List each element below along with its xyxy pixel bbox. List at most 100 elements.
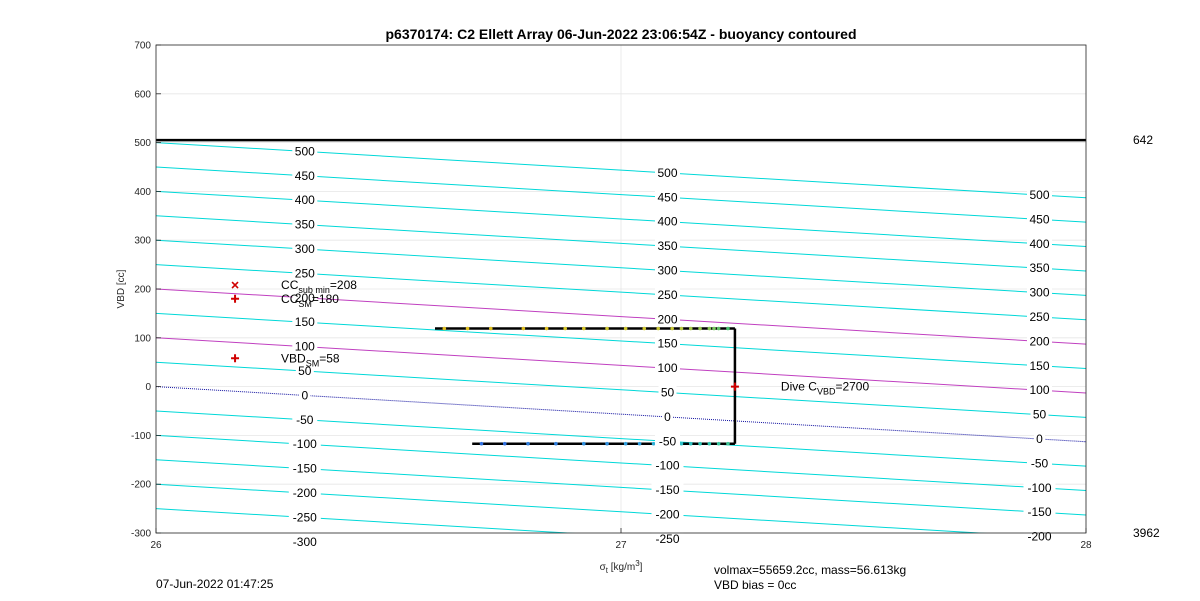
contour-label-bg xyxy=(1034,431,1045,445)
profile-point-upper xyxy=(605,326,609,331)
contour-label: -100 xyxy=(293,437,317,451)
contour-label-bg xyxy=(1023,480,1056,494)
contour-label: -250 xyxy=(655,532,679,546)
contour-label: -150 xyxy=(293,462,317,476)
profile-point-lower xyxy=(679,441,684,446)
contour-label: -250 xyxy=(293,510,317,524)
contour-label-bg xyxy=(288,486,321,500)
contour-label-bg xyxy=(292,242,318,256)
contour-label-bg xyxy=(292,193,318,207)
contour-label-bg xyxy=(1027,261,1052,275)
contour-label-bg xyxy=(1027,309,1052,323)
contour-label-bg xyxy=(1027,187,1052,201)
contour-label: 100 xyxy=(657,361,677,375)
contour-label: 0 xyxy=(1036,432,1043,446)
profile-point-lower xyxy=(623,441,628,446)
x-axis-label-sup: 3 xyxy=(635,559,640,568)
contour-label-bg xyxy=(1027,456,1052,470)
profile-point-lower xyxy=(698,441,702,446)
contour-label: -200 xyxy=(655,508,679,522)
contour-label-bg xyxy=(655,312,680,326)
marker-x xyxy=(231,281,239,289)
profile-point-lower xyxy=(605,441,609,446)
profile-point-upper xyxy=(726,326,730,331)
contour-label-bg xyxy=(655,263,680,277)
contour-label-bg xyxy=(1030,407,1049,421)
contour-label-bg xyxy=(1027,212,1052,226)
y-tick-label: 600 xyxy=(134,89,151,100)
contour-label-bg xyxy=(655,287,680,301)
profile-point-upper xyxy=(544,326,549,331)
contour-label: 50 xyxy=(298,364,312,378)
chart-title: p6370174: C2 Ellett Array 06-Jun-2022 23… xyxy=(386,26,857,42)
profile-point-upper xyxy=(656,326,660,331)
y-tick-label: 400 xyxy=(134,187,151,198)
contour-label: 400 xyxy=(295,193,315,207)
contour-label-bg xyxy=(662,409,673,423)
contour-label: -150 xyxy=(1027,505,1051,519)
footer-bias: VBD bias = 0cc xyxy=(714,578,797,592)
y-tick-label: 200 xyxy=(134,285,151,296)
contour-label: 250 xyxy=(295,266,315,280)
x-axis-label-symbol: σ xyxy=(600,562,607,573)
contour-label-bg xyxy=(292,290,318,304)
contour-label-bg xyxy=(655,336,680,350)
profile-point-upper xyxy=(688,326,693,331)
contour-label: -50 xyxy=(296,413,314,427)
marker-plus xyxy=(231,354,240,363)
contour-label: 150 xyxy=(657,337,677,351)
contour-label-bg xyxy=(292,168,318,182)
contour-label: 0 xyxy=(664,410,671,424)
profile-point-lower xyxy=(502,441,507,446)
contour-label-bg xyxy=(288,461,321,475)
footer-date: 07-Jun-2022 01:47:25 xyxy=(156,577,274,591)
profile-point-upper xyxy=(707,326,712,331)
contour-label-bg xyxy=(655,361,680,375)
contour-label: 450 xyxy=(1029,212,1049,226)
contour-label: -50 xyxy=(659,434,677,448)
y-tick-label: -300 xyxy=(131,529,151,540)
annotation-value: =2700 xyxy=(835,380,869,394)
marker-annotation: Dive CVBD=2700 xyxy=(781,380,870,397)
y-tick-label: -200 xyxy=(131,480,151,491)
contour-label: 150 xyxy=(1029,359,1049,373)
contour-label: 350 xyxy=(295,218,315,232)
contour-label-bg xyxy=(1027,358,1052,372)
contour-label: -50 xyxy=(1031,456,1049,470)
annotation-label: VBD xyxy=(281,351,306,365)
profile-point-upper xyxy=(642,326,647,331)
y-tick-label: -100 xyxy=(131,431,151,442)
contour-label: 350 xyxy=(657,239,677,253)
annotation-subscript: SM xyxy=(298,299,312,309)
profile-point-lower xyxy=(707,441,712,446)
contour-label: 500 xyxy=(295,144,315,158)
annotation-value: =180 xyxy=(312,292,339,306)
profile-point-upper xyxy=(679,326,684,331)
y-axis-label: VBD [cc] xyxy=(116,269,127,308)
annotation-subscript: VBD xyxy=(817,387,836,397)
contour-label-bg xyxy=(1023,505,1056,519)
x-axis-label-sub: t xyxy=(606,566,609,575)
annotation-subscript: sub min xyxy=(298,285,330,295)
contour-label-bg xyxy=(655,165,680,179)
profile-point-upper xyxy=(465,326,470,331)
contour-label-bg xyxy=(1027,383,1052,397)
contour-label: -150 xyxy=(655,483,679,497)
contour-label-layer: -300 -250 -200 -150 -100 -50 0 50 100 150 200 250 30… xyxy=(288,144,1056,549)
profile-point-lower xyxy=(554,441,558,446)
contour-label: 300 xyxy=(1029,286,1049,300)
annotation-label: CC xyxy=(281,278,299,292)
contour-label: 450 xyxy=(657,190,677,204)
contour-label-bg xyxy=(292,144,318,158)
profile-point-lower xyxy=(582,441,586,446)
contour-label-bg xyxy=(292,315,318,329)
profile-point-lower xyxy=(479,441,484,446)
contour-label-bg xyxy=(651,507,684,521)
profile-point-upper xyxy=(442,326,447,331)
profile-point-upper xyxy=(521,326,526,331)
contour-label-bg xyxy=(292,339,318,353)
contour-label: 50 xyxy=(1033,408,1047,422)
marker-plus xyxy=(730,382,739,391)
